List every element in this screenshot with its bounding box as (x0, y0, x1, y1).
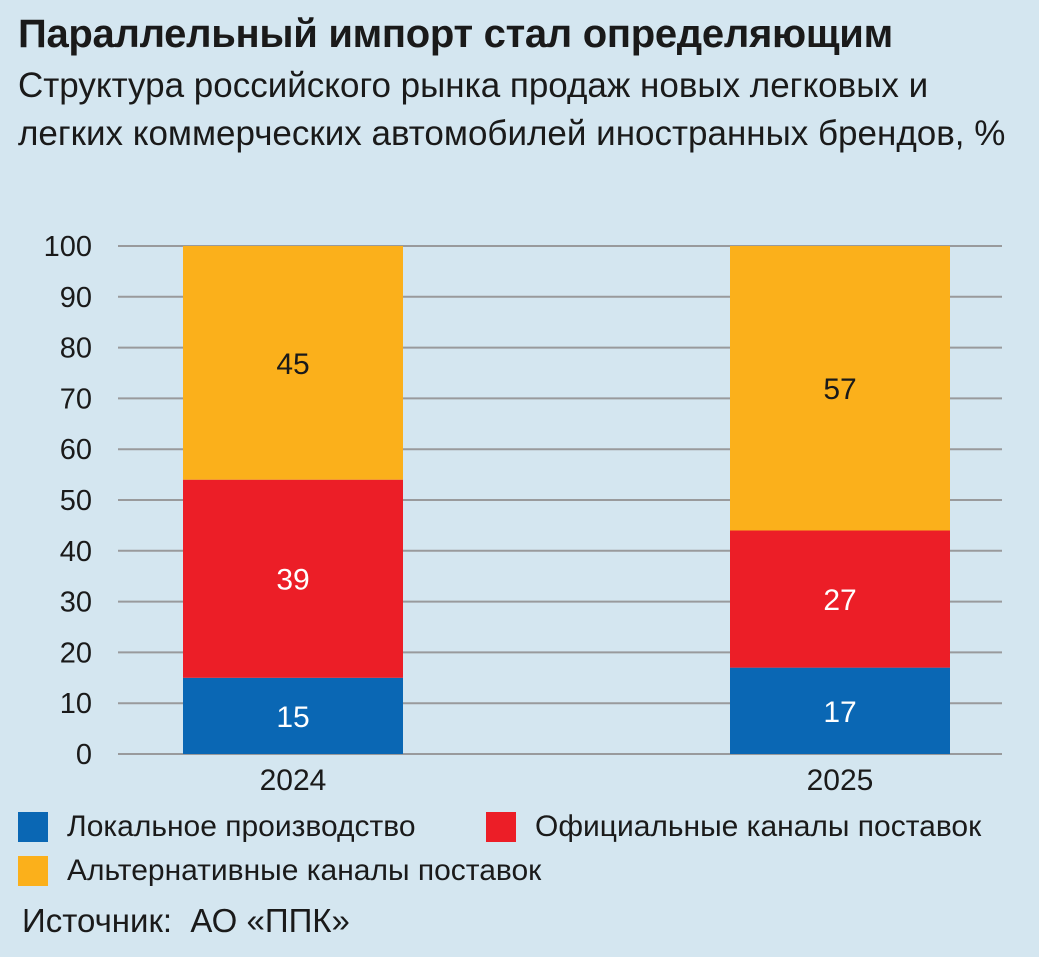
legend-item-alternative: Альтернативные каналы поставок (18, 854, 541, 888)
y-tick-label: 90 (60, 282, 92, 314)
y-tick-label: 50 (60, 485, 92, 517)
data-label: 15 (276, 701, 309, 734)
bar-segment (730, 667, 950, 754)
y-tick-label: 20 (60, 637, 92, 669)
stacked-bar-chart: 0 10 20 30 40 50 60 70 80 90 100 15 39 45 2024 17 27 57 20… (44, 231, 1002, 797)
legend-swatch-local (18, 812, 48, 842)
bar-segment (730, 246, 950, 531)
bar-segment (183, 246, 403, 480)
data-label: 27 (823, 584, 856, 617)
y-tick-label: 40 (60, 536, 92, 568)
legend-item-local: Локальное производство (18, 810, 416, 844)
data-label: 39 (276, 564, 309, 597)
y-tick-label: 60 (60, 434, 92, 466)
y-tick-label: 80 (60, 333, 92, 365)
legend-swatch-alternative (18, 856, 48, 886)
legend-item-official: Официальные каналы поставок (486, 810, 981, 844)
chart-subtitle: Структура российского рынка продаж новых… (18, 66, 1006, 153)
y-tick-label: 10 (60, 688, 92, 720)
y-tick-label: 100 (44, 231, 92, 263)
x-tick-label: 2024 (260, 764, 327, 797)
source-note: Источник: АО «ППК» (22, 902, 350, 939)
legend-label-official: Официальные каналы поставок (535, 810, 982, 843)
y-tick-label: 30 (60, 587, 92, 619)
chart-title: Параллельный импорт стал определяющим (18, 12, 893, 56)
bar-segment (183, 677, 403, 754)
data-label: 57 (823, 373, 856, 406)
bar-segment (183, 479, 403, 678)
y-tick-label: 70 (60, 383, 92, 415)
y-tick-label: 0 (76, 739, 92, 771)
data-label: 17 (823, 696, 856, 729)
legend-label-local: Локальное производство (67, 810, 416, 843)
data-label: 45 (276, 348, 309, 381)
bar-segment (730, 530, 950, 668)
legend-label-alternative: Альтернативные каналы поставок (67, 854, 542, 887)
legend-swatch-official (486, 812, 516, 842)
x-tick-label: 2025 (807, 764, 874, 797)
